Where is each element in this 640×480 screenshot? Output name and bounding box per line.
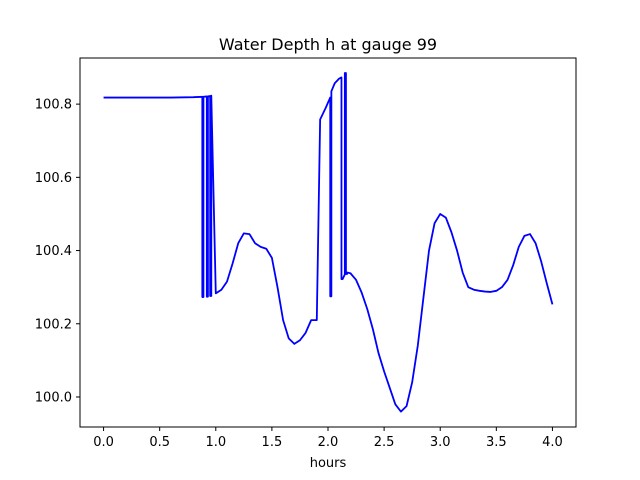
- series-line-0: [103, 72, 554, 413]
- plot-area-frame: [79, 57, 577, 428]
- x-axis: 0.0 0.5 1.0 1.5 2.0 2.5 3.0 3.5 4.0: [93, 427, 563, 450]
- x-tick-label: 1.0: [205, 435, 226, 450]
- y-tick-label: 100.6: [35, 171, 72, 186]
- x-tick-label: 3.5: [486, 435, 507, 450]
- x-tick-label: 2.0: [318, 435, 339, 450]
- chart-title: Water Depth h at gauge 99: [219, 35, 437, 54]
- y-tick-label: 100.8: [35, 98, 72, 113]
- y-tick-label: 100.4: [35, 244, 72, 259]
- y-tick-label: 100.0: [35, 390, 72, 405]
- x-tick-label: 3.0: [430, 435, 451, 450]
- plot-layer: [103, 72, 554, 413]
- x-tick-label: 0.0: [93, 435, 114, 450]
- x-tick-label: 2.5: [374, 435, 395, 450]
- x-tick-label: 4.0: [542, 435, 563, 450]
- x-tick-label: 1.5: [262, 435, 283, 450]
- x-axis-title: hours: [310, 456, 347, 471]
- y-tick-label: 100.2: [35, 317, 72, 332]
- x-tick-label: 0.5: [149, 435, 170, 450]
- y-axis: 100.0 100.2 100.4 100.6 100.8: [35, 98, 80, 405]
